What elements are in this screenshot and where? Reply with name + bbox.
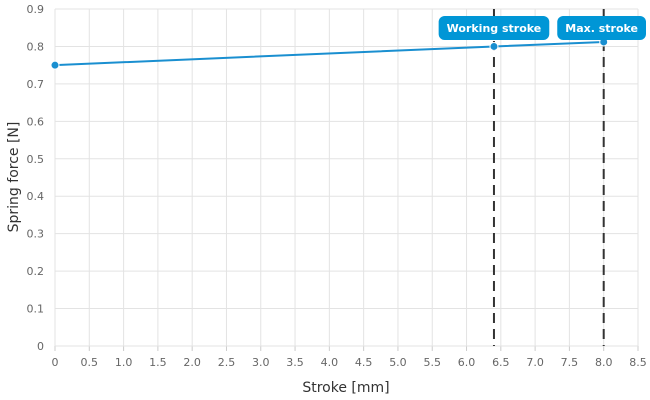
annotations: Working stroke Max. stroke [438,16,646,40]
x-tick-label: 7.0 [526,356,544,369]
annotation-label: Working stroke [447,22,542,35]
x-tick-label: 8.5 [629,356,647,369]
data-point [50,60,60,70]
x-axis-title: Stroke [mm] [302,380,389,396]
x-tick-label: 2.5 [218,356,236,369]
annotation-label-box [557,16,646,40]
y-tick-label: 0.6 [27,115,45,128]
y-tick-label: 0.4 [27,190,45,203]
x-tick-label: 6.5 [492,356,510,369]
x-tick-label: 4.0 [321,356,339,369]
y-tick-label: 0.2 [27,265,45,278]
x-tick-label: 1.0 [115,356,133,369]
x-tick-label: 3.5 [286,356,304,369]
y-tick-label: 0.3 [27,228,45,241]
x-tick-label: 6.0 [458,356,476,369]
stroke-markers [492,9,605,346]
x-tick-label: 5.0 [389,356,407,369]
y-tick-label: 0.7 [27,78,45,91]
data-point [489,41,499,51]
y-tick-label: 0.9 [27,3,45,16]
y-axis-title: Spring force [N] [6,122,22,233]
y-tick-label: 0.5 [27,153,45,166]
x-tick-label: 0 [52,356,59,369]
tick-labels: 0 0.5 1.0 1.5 2.0 2.5 3.0 3.5 4.0 4.5 5.0 5.5 6.0 6.5… [27,3,647,369]
x-tick-label: 2.0 [183,356,201,369]
x-tick-label: 4.5 [355,356,373,369]
x-tick-label: 0.5 [81,356,99,369]
annotation-label: Max. stroke [565,22,638,35]
grid [54,8,639,351]
x-tick-label: 8.0 [595,356,613,369]
y-tick-label: 0 [37,340,44,353]
x-tick-label: 1.5 [149,356,167,369]
x-tick-label: 5.5 [423,356,441,369]
x-tick-label: 7.5 [561,356,579,369]
y-tick-label: 0.8 [27,40,45,53]
x-tick-label: 3.0 [252,356,270,369]
annotation-label-box [438,16,550,40]
y-tick-label: 0.1 [27,303,45,316]
